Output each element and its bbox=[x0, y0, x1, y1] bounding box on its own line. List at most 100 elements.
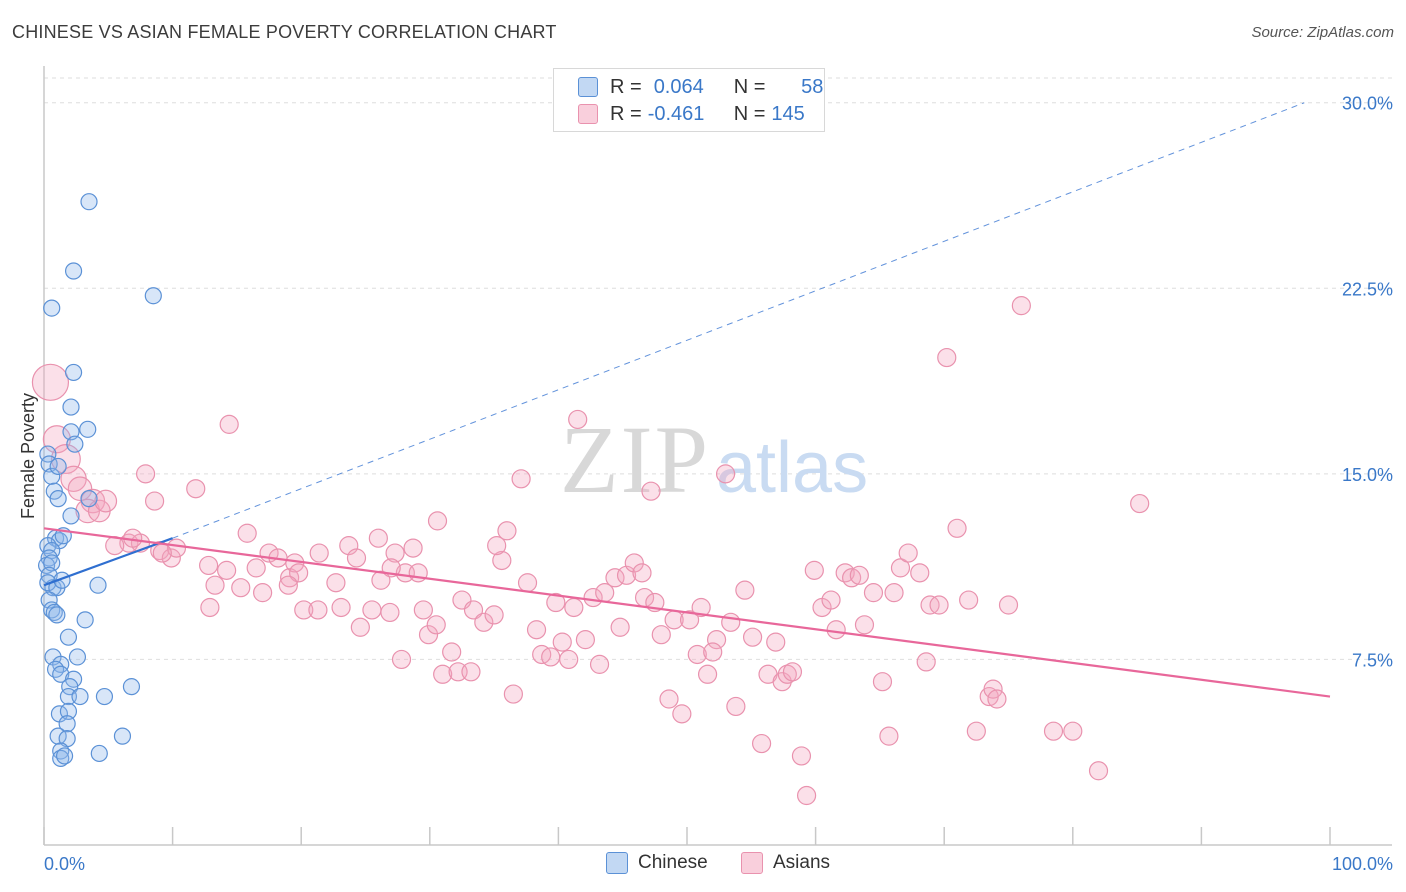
asians-point bbox=[1063, 721, 1083, 741]
asians-point bbox=[497, 521, 517, 541]
asians-n-label: N = bbox=[733, 102, 766, 125]
asians-point bbox=[1130, 493, 1150, 514]
asians-point bbox=[278, 575, 298, 595]
asians-series bbox=[31, 296, 1150, 806]
chinese-r-value: 0.064 bbox=[653, 75, 704, 98]
asians-point bbox=[67, 476, 93, 502]
chinese-point bbox=[55, 747, 74, 765]
asians-point bbox=[350, 617, 370, 637]
asians-point bbox=[199, 555, 219, 576]
asians-point bbox=[552, 632, 572, 652]
chinese-point bbox=[95, 687, 114, 706]
asians-point bbox=[541, 647, 561, 667]
chinese-point bbox=[122, 678, 141, 696]
asians-point bbox=[641, 481, 661, 501]
chinese-point bbox=[64, 363, 83, 382]
legend-chinese-label: Chinese bbox=[638, 852, 708, 873]
asians-point bbox=[987, 689, 1007, 709]
asians-legend-swatch bbox=[741, 852, 763, 874]
asians-point bbox=[929, 595, 949, 615]
legend-row-chinese: R = 0.064 N = 58 bbox=[578, 74, 823, 100]
asians-point bbox=[166, 538, 187, 558]
asians-point bbox=[959, 590, 979, 610]
asians-point bbox=[872, 672, 893, 692]
asians-point bbox=[826, 620, 846, 640]
asians-point bbox=[575, 630, 596, 650]
chinese-point bbox=[43, 299, 61, 317]
asians-point bbox=[1088, 761, 1109, 781]
chinese-point bbox=[90, 744, 108, 763]
asians-point bbox=[589, 654, 610, 674]
chinese-trend-extension bbox=[172, 102, 1305, 539]
chinese-point bbox=[113, 727, 132, 745]
chinese-point bbox=[79, 420, 97, 438]
asians-point bbox=[205, 575, 225, 595]
asians-point bbox=[217, 560, 237, 580]
asians-point bbox=[691, 597, 711, 618]
asians-point bbox=[782, 662, 803, 682]
asians-point bbox=[31, 363, 70, 401]
chinese-point bbox=[59, 628, 78, 646]
asians-point bbox=[161, 548, 181, 568]
asians-point bbox=[385, 543, 405, 563]
asians-point bbox=[916, 652, 936, 672]
chinese-n-value: 58 bbox=[801, 75, 824, 98]
chinese-point bbox=[64, 262, 83, 280]
legend-asians[interactable]: Asians bbox=[741, 852, 830, 874]
x-tick-label-max: 100.0% bbox=[1332, 854, 1393, 874]
asians-point bbox=[219, 414, 239, 434]
chinese-point bbox=[48, 606, 66, 624]
legend-row-asians: R = -0.461 N = 145 bbox=[578, 101, 823, 127]
asians-point bbox=[308, 600, 328, 620]
asians-point bbox=[413, 600, 433, 620]
stats-legend: R = 0.064 N = 58 R = -0.461 N = 145 bbox=[553, 68, 825, 132]
asians-point bbox=[583, 587, 603, 608]
asians-point bbox=[368, 528, 388, 548]
asians-point bbox=[492, 550, 512, 571]
asians-point bbox=[791, 746, 812, 766]
asians-point bbox=[742, 627, 763, 647]
asians-point bbox=[503, 684, 523, 704]
asians-point bbox=[983, 679, 1003, 699]
asians-r-value: -0.461 bbox=[647, 102, 705, 125]
asians-point bbox=[511, 469, 531, 489]
asians-point bbox=[679, 610, 700, 630]
asians-point bbox=[1043, 721, 1064, 741]
y-tick-label: 15.0% bbox=[1342, 465, 1393, 485]
asians-point bbox=[150, 540, 170, 561]
asians-point bbox=[362, 600, 382, 620]
asians-point bbox=[898, 543, 918, 563]
chinese-point bbox=[58, 715, 76, 733]
chinese-legend-swatch bbox=[606, 852, 628, 874]
asians-point bbox=[246, 558, 266, 578]
asians-point bbox=[777, 664, 797, 684]
chinese-point bbox=[52, 655, 70, 673]
legend-asians-label: Asians bbox=[773, 852, 831, 873]
asians-point bbox=[403, 538, 423, 558]
asians-point bbox=[937, 347, 957, 368]
legend-chinese[interactable]: Chinese bbox=[606, 852, 708, 874]
asians-point bbox=[821, 590, 841, 610]
asians-point bbox=[966, 721, 986, 741]
asians-point bbox=[309, 543, 329, 563]
asians-point bbox=[890, 558, 911, 578]
asians-point bbox=[564, 597, 584, 618]
watermark-zip: ZIP bbox=[560, 406, 710, 513]
asians-point bbox=[442, 642, 462, 662]
asians-point bbox=[135, 464, 156, 484]
asians-point bbox=[672, 704, 692, 724]
asians-point bbox=[884, 583, 904, 603]
chinese-point bbox=[144, 287, 162, 305]
asians-point bbox=[687, 644, 707, 665]
asians-point bbox=[796, 785, 817, 806]
chinese-point bbox=[89, 576, 107, 594]
asians-point bbox=[715, 464, 736, 484]
asians-point bbox=[461, 662, 481, 682]
chinese-point bbox=[71, 687, 89, 706]
asians-point bbox=[391, 649, 412, 670]
asians-point bbox=[624, 553, 644, 573]
asians-point bbox=[380, 602, 400, 623]
chinese-trend-line bbox=[43, 537, 173, 587]
chinese-point bbox=[43, 467, 61, 485]
